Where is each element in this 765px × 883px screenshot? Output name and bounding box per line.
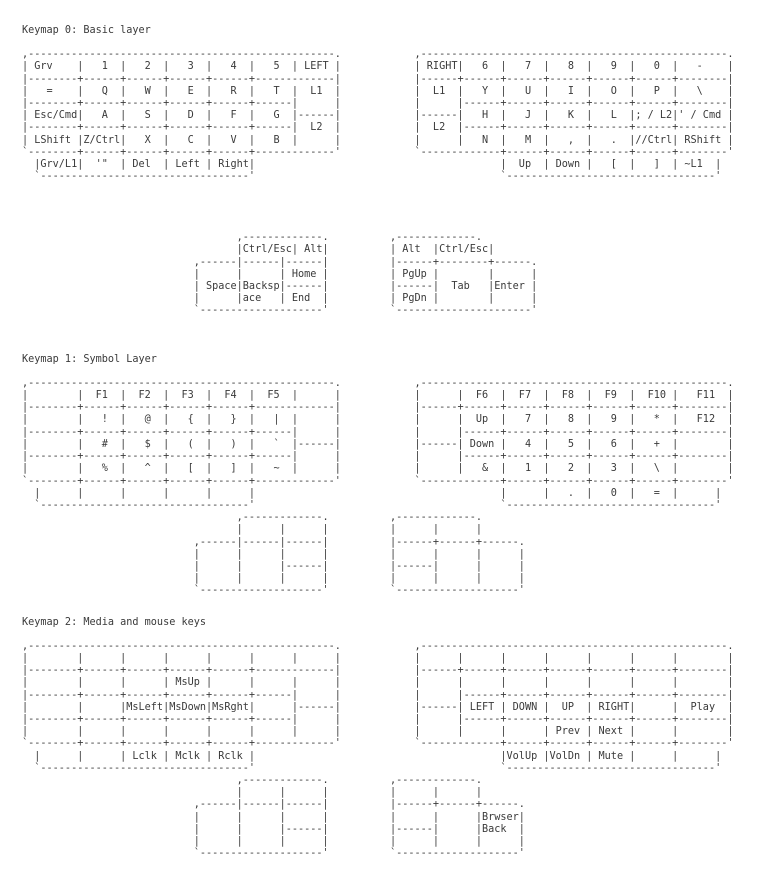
keymap-section-symbol-layer: Keymap 1: Symbol Layer ,----------------…: [22, 354, 755, 598]
keymap-0-ascii-diagram: ,---------------------------------------…: [22, 49, 734, 317]
keymap-section-basic-layer: Keymap 0: Basic layer ,-----------------…: [22, 25, 755, 318]
keymap-section-media-mouse-layer: Keymap 2: Media and mouse keys ,--------…: [22, 617, 755, 861]
keymap-2-ascii-diagram: ,---------------------------------------…: [22, 640, 734, 860]
keymap-2-title: Keymap 2: Media and mouse keys: [22, 616, 207, 628]
keymap-1-title: Keymap 1: Symbol Layer: [22, 353, 157, 365]
keymap-0-title: Keymap 0: Basic layer: [22, 25, 151, 36]
keymap-1-ascii-diagram: ,---------------------------------------…: [22, 377, 734, 597]
